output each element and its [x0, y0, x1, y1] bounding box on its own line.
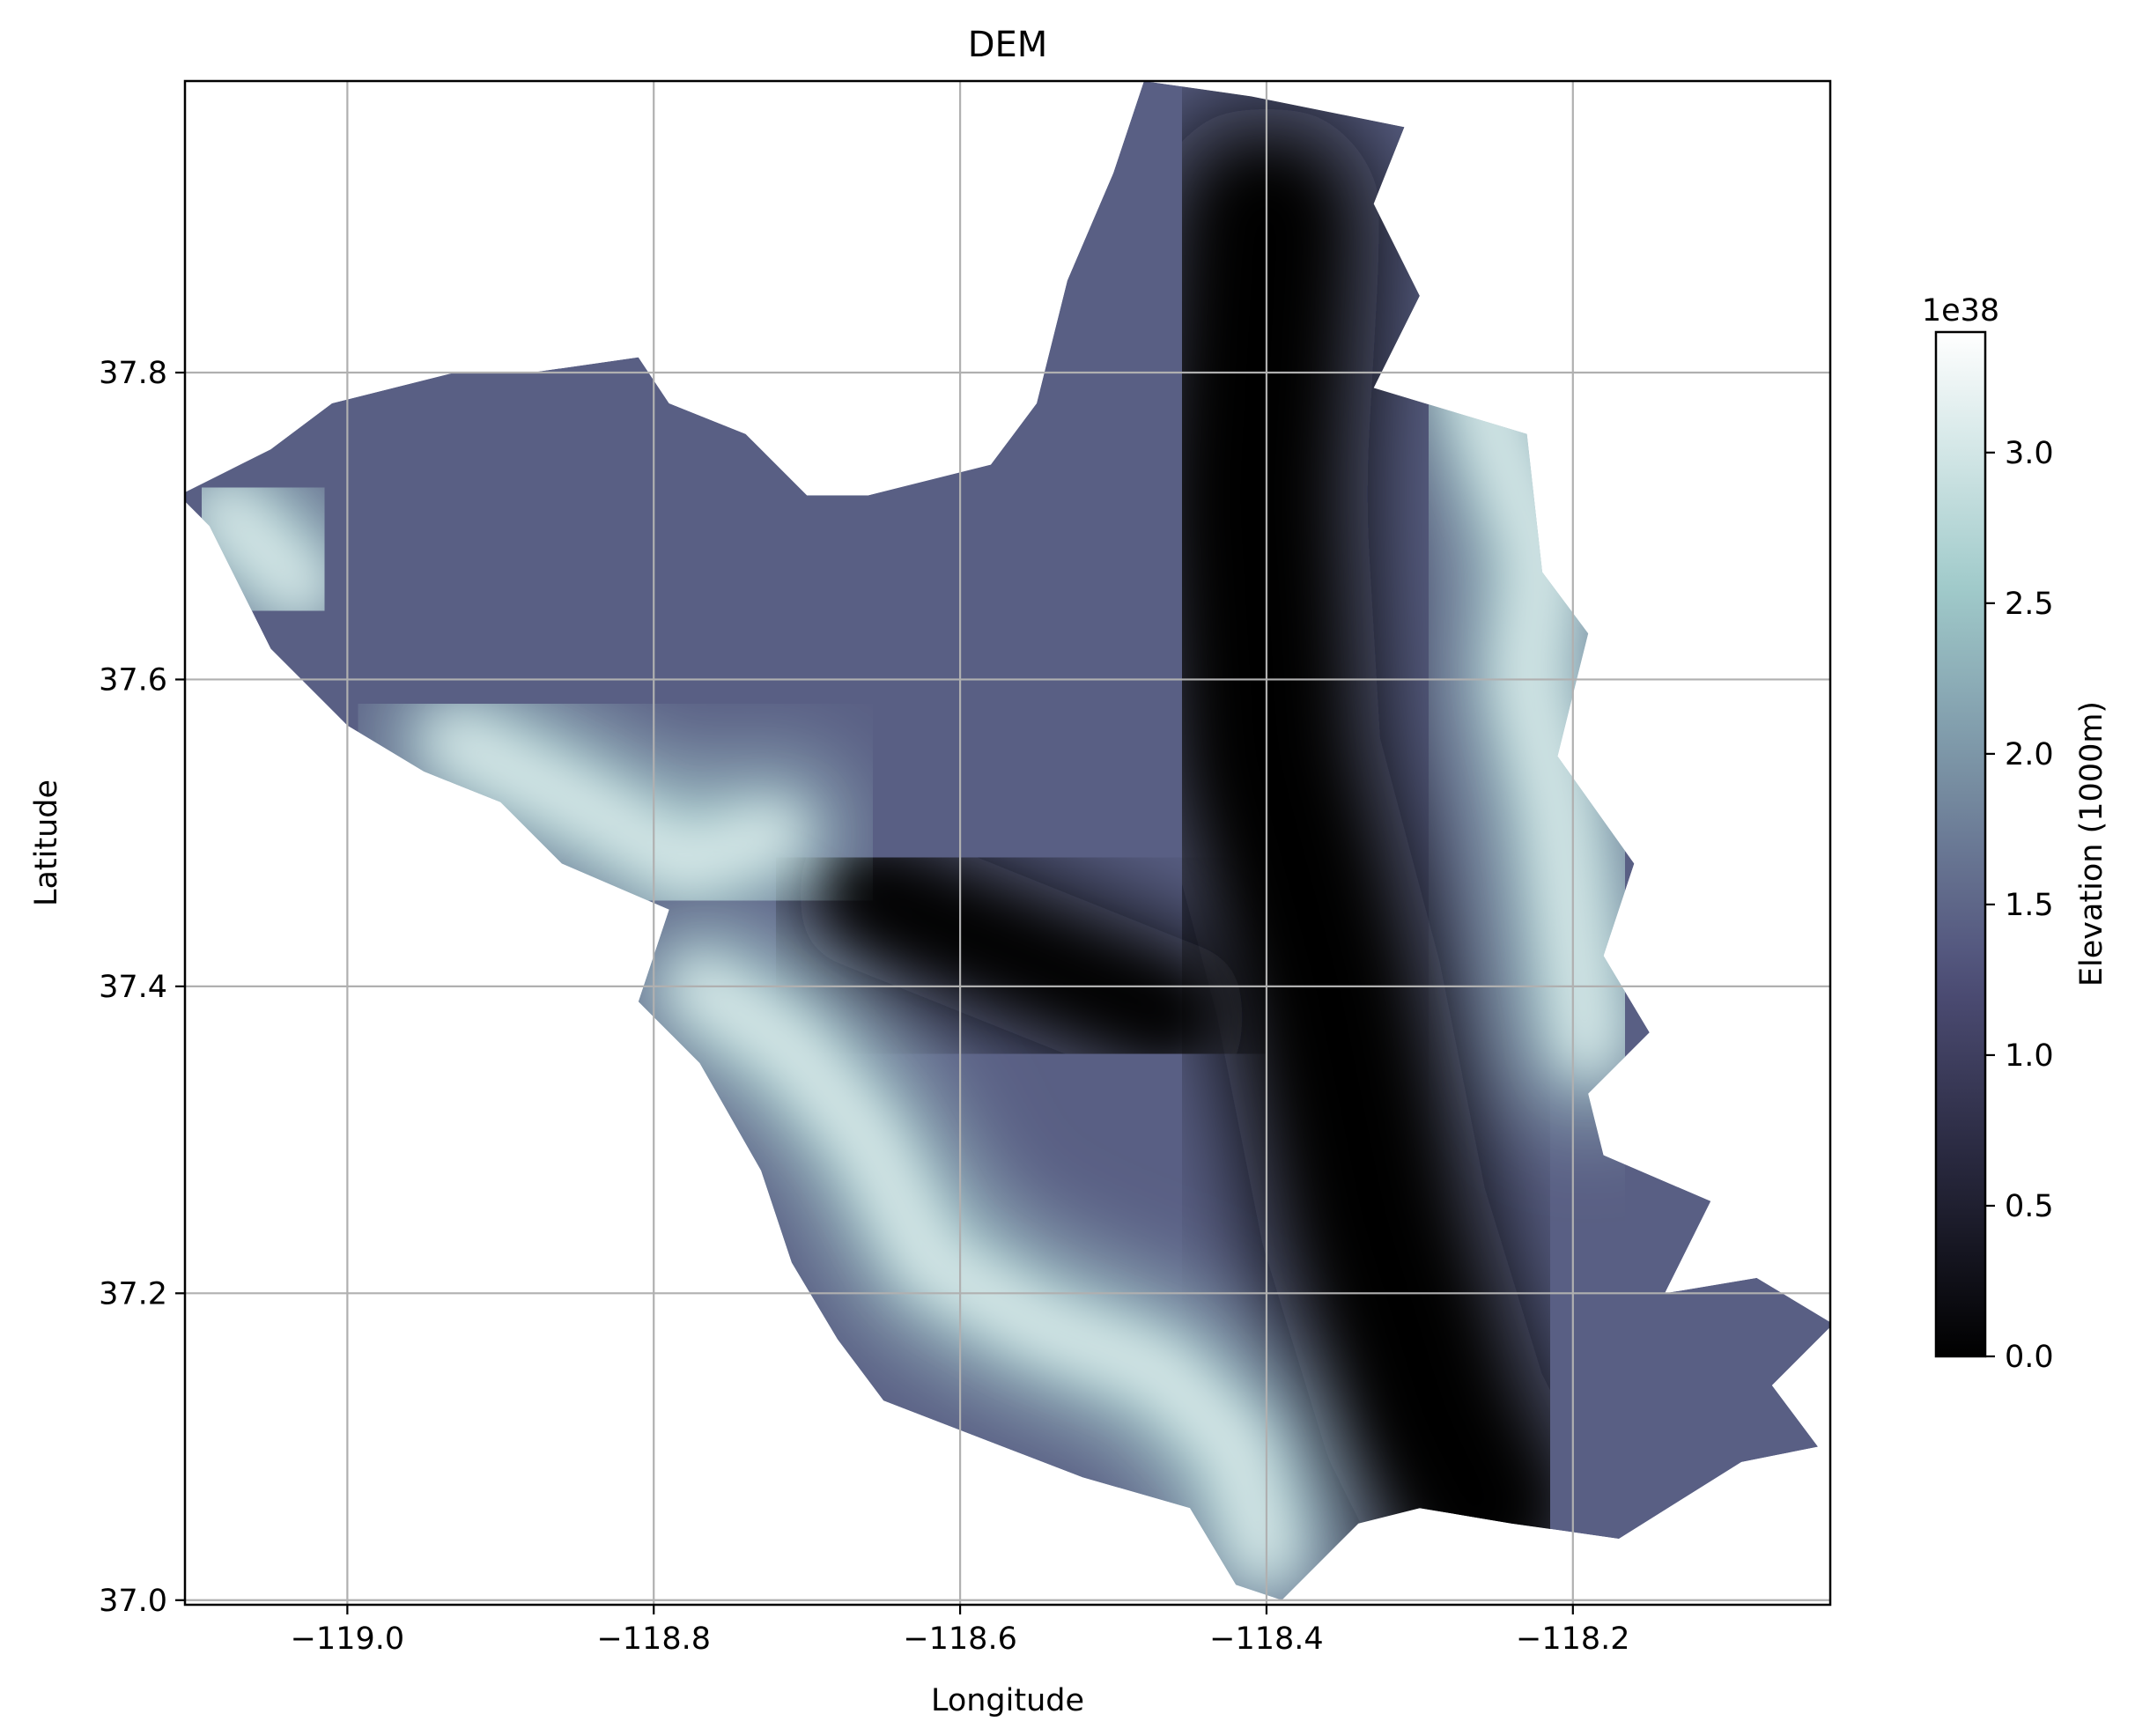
x-tick-label: −118.2	[1516, 1621, 1630, 1657]
axes-frame	[183, 79, 1832, 1607]
x-tick-label: −119.0	[291, 1621, 405, 1657]
ridge-core	[428, 714, 803, 890]
colorbar-tick-label: 0.5	[2005, 1189, 2054, 1224]
colorbar-scale-label: 1e38	[1922, 293, 1999, 329]
colorbar	[1934, 330, 1987, 1358]
x-tick-label: −118.4	[1209, 1621, 1324, 1657]
colorbar-tick-label: 1.5	[2005, 888, 2054, 923]
colorbar-label: Elevation (1000m)	[2074, 701, 2109, 986]
y-tick-label: 37.0	[99, 1584, 167, 1619]
dem-raster	[185, 81, 1830, 1600]
colorbar-tick-label: 3.0	[2005, 436, 2054, 471]
colorbar-tick-label: 2.5	[2005, 587, 2054, 622]
grid-lines	[185, 81, 1830, 1605]
y-tick-label: 37.8	[99, 356, 167, 391]
x-axis-ticks: −119.0 −118.8 −118.6 −118.4 −118.2	[291, 1605, 1630, 1657]
x-axis-label: Longitude	[931, 1683, 1084, 1718]
y-axis-ticks: 37.0 37.2 37.4 37.6 37.8	[99, 356, 185, 1619]
x-tick-label: −118.6	[903, 1621, 1017, 1657]
colorbar-ticks: 0.0 0.5 1.0 1.5 2.0 2.5 3.0	[1985, 436, 2054, 1375]
chart-title: DEM	[968, 25, 1048, 65]
ridge-core	[198, 484, 329, 614]
valley-core	[837, 863, 1206, 1048]
y-tick-label: 37.6	[99, 662, 167, 698]
colorbar-tick-label: 1.0	[2005, 1038, 2054, 1074]
colorbar-tick-label: 0.0	[2005, 1340, 2054, 1375]
y-tick-label: 37.2	[99, 1276, 167, 1311]
y-axis-label: Latitude	[29, 779, 64, 906]
y-tick-label: 37.4	[99, 970, 167, 1005]
x-tick-label: −118.8	[596, 1621, 711, 1657]
colorbar-tick-label: 2.0	[2005, 737, 2054, 772]
